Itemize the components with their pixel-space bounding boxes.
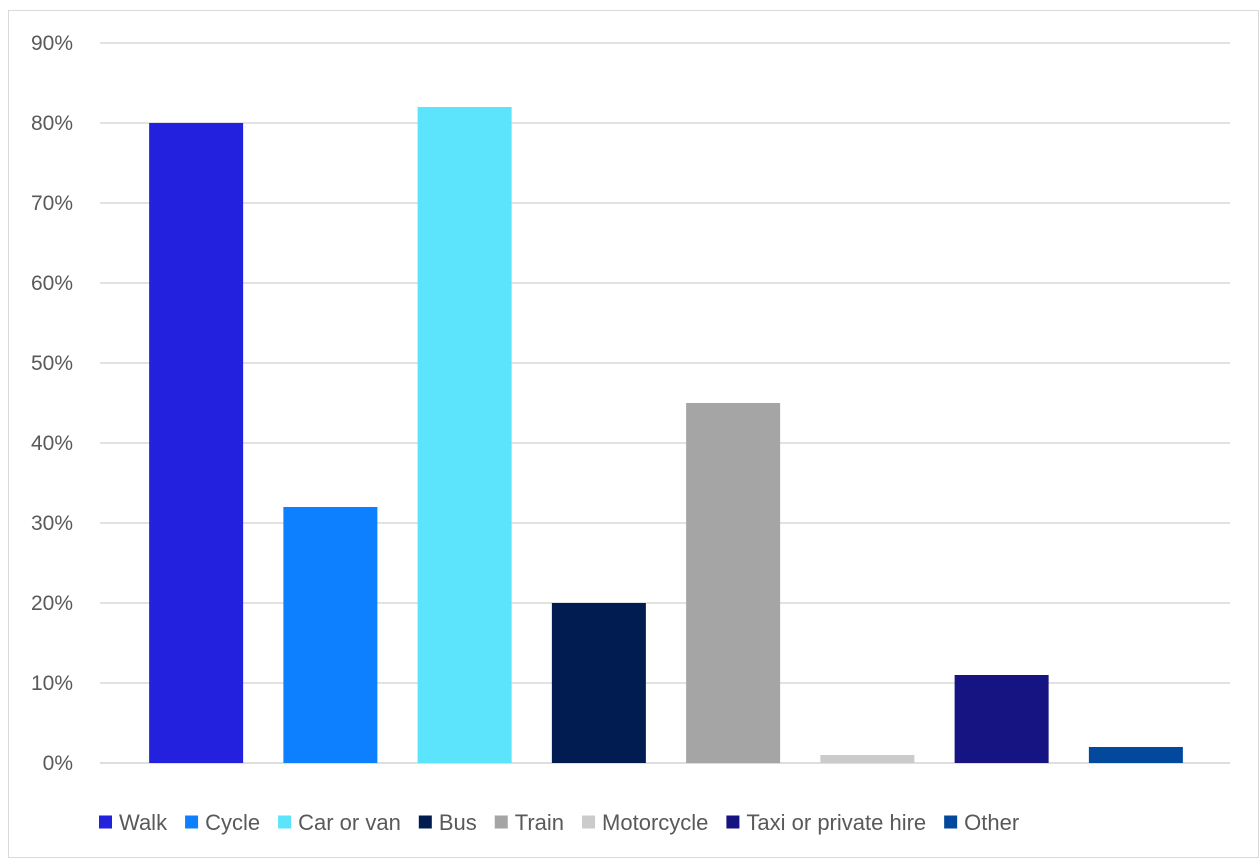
legend-item: Car or van [278, 810, 401, 835]
gridlines [100, 42, 1230, 764]
y-tick-label: 80% [31, 112, 73, 135]
legend-item: Train [494, 810, 564, 835]
legend-swatch [278, 815, 292, 829]
legend-label: Motorcycle [602, 810, 708, 835]
y-tick-label: 70% [31, 192, 73, 215]
legend-label: Bus [439, 810, 477, 835]
legend-swatch [726, 815, 740, 829]
bar-cycle [283, 507, 378, 763]
legend-label: Walk [119, 810, 168, 835]
y-tick-label: 30% [31, 512, 73, 535]
legend-label: Cycle [205, 810, 260, 835]
legend-item: Taxi or private hire [726, 810, 926, 835]
bar-walk [149, 123, 244, 763]
bar-motorcycle [820, 755, 915, 763]
bar-car-or-van [417, 107, 512, 763]
legend-swatch [418, 815, 432, 829]
y-tick-label: 0% [43, 752, 73, 775]
y-tick-label: 60% [31, 272, 73, 295]
bars [149, 107, 1183, 763]
y-tick-label: 90% [31, 32, 73, 55]
bar-bus [551, 603, 646, 763]
legend-label: Other [964, 810, 1019, 835]
legend-item: Other [944, 810, 1019, 835]
legend-swatch [582, 815, 596, 829]
bar-train [686, 403, 781, 763]
legend: Walk Cycle Car or van Bus Train Motorcycle Tax… [99, 810, 1019, 835]
legend-swatch [99, 815, 112, 829]
y-tick-label: 10% [31, 672, 73, 695]
y-tick-label: 40% [31, 432, 73, 455]
y-tick-label: 50% [31, 352, 73, 375]
legend-label: Train [515, 810, 564, 835]
legend-swatch [494, 815, 508, 829]
legend-swatch [185, 815, 199, 829]
bar-taxi-or-private-hire [954, 675, 1049, 763]
legend-label: Car or van [298, 810, 401, 835]
y-axis-ticks: 0% 10% 20% 30% 40% 50% 60% 70% 80% 90% [31, 32, 73, 775]
legend-label: Taxi or private hire [746, 810, 926, 835]
legend-item: Motorcycle [582, 810, 708, 835]
y-tick-label: 20% [31, 592, 73, 615]
legend-item: Walk [99, 810, 168, 835]
legend-swatch [944, 815, 958, 829]
legend-item: Cycle [185, 810, 260, 835]
legend-item: Bus [418, 810, 477, 835]
bar-other [1088, 747, 1183, 763]
